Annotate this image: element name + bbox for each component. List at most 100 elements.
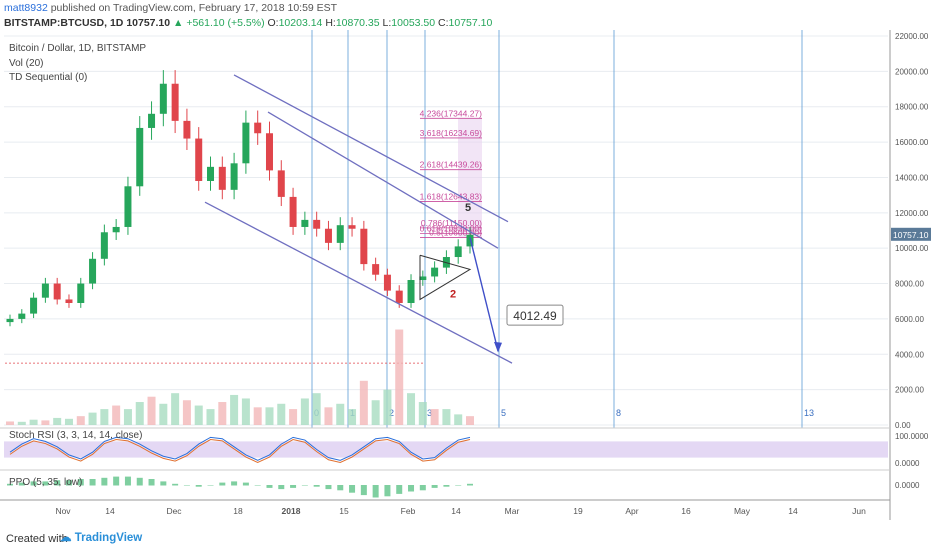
ppo-pane xyxy=(7,476,473,498)
volume-bar xyxy=(100,409,109,425)
target-label: 4012.49 xyxy=(513,309,557,323)
volume-bar xyxy=(171,393,180,425)
volume-bar xyxy=(230,394,239,425)
ppo-bar xyxy=(148,479,155,486)
y-tick-label: 12000.00 xyxy=(895,209,929,218)
axes: 0.00 2000.00 4000.00 6000.00 8000.00 10000.00… xyxy=(0,30,931,520)
legend-main: Bitcoin / Dollar, 1D, BITSTAMP xyxy=(9,43,147,54)
ppo-bar xyxy=(89,479,96,486)
candle-body xyxy=(77,283,85,303)
trend-channel[interactable]: 4012.49 5 2 xyxy=(204,74,564,364)
fib-label: 3.618(16234.69) xyxy=(420,128,483,138)
candle-body xyxy=(265,133,273,171)
y-tick-label: 4000.00 xyxy=(895,350,924,359)
last-price-label: 10757.10 xyxy=(893,230,929,240)
volume-bar xyxy=(336,403,345,425)
low-value: 10053.50 xyxy=(391,17,436,29)
volume-bar xyxy=(194,405,203,425)
ppo-bar xyxy=(396,485,403,494)
y-tick-label: 2000.00 xyxy=(895,386,924,395)
cycle-label: 13 xyxy=(804,408,814,418)
volume-bar xyxy=(383,389,392,425)
candle-body xyxy=(289,196,297,227)
candle-body xyxy=(195,138,203,181)
candle-body xyxy=(372,264,380,275)
candle-body xyxy=(18,313,26,319)
ppo-bar xyxy=(54,480,61,486)
candle-body xyxy=(454,246,462,258)
wedge-pattern xyxy=(419,254,472,301)
volume-bar xyxy=(17,421,26,425)
close-value: 10757.10 xyxy=(448,17,493,29)
volume-bar xyxy=(265,407,274,425)
candle-body xyxy=(124,186,132,227)
volume-bar xyxy=(182,400,191,425)
legend-td: TD Sequential (0) xyxy=(9,72,88,83)
ppo-bar xyxy=(160,481,167,486)
ppo-bar xyxy=(455,485,462,486)
ppo-bar xyxy=(113,476,120,486)
candle-body xyxy=(336,225,344,243)
open-value: 10203.14 xyxy=(278,17,323,29)
volume-bar xyxy=(41,420,50,425)
footer: Created with ☁ TradingView xyxy=(0,528,932,550)
volume-bar xyxy=(6,421,14,425)
candle-body xyxy=(242,122,250,164)
candle-body xyxy=(100,232,108,259)
volume-bar xyxy=(395,329,404,425)
ppo-bar xyxy=(77,479,84,486)
candle-body xyxy=(383,274,391,291)
ppo-bar xyxy=(431,485,438,488)
volume-bar xyxy=(442,409,451,425)
legend-stoch-rsi: Stoch RSI (3, 3, 14, 14, close) xyxy=(9,430,143,441)
legend-volume: Vol (20) xyxy=(9,58,44,69)
volume-bar xyxy=(371,400,380,425)
y-tick-label: 0.00 xyxy=(895,421,911,430)
volume-bar xyxy=(123,409,132,425)
publish-text: published on TradingView.com, February 1… xyxy=(47,2,338,14)
x-tick-label: Apr xyxy=(625,506,638,516)
candle-body xyxy=(183,120,191,139)
y-tick-label: 22000.00 xyxy=(895,32,929,41)
symbol-name: BITSTAMP:BTCUSD, 1D xyxy=(4,17,124,29)
rsi-d-line xyxy=(9,438,471,464)
volume-bar xyxy=(418,402,427,425)
ppo-bar xyxy=(207,485,214,486)
channel-upper xyxy=(233,74,509,223)
volume-bar xyxy=(53,417,62,425)
fib-levels: 4.236(17344.27) 3.618(16234.69) 2.618(1443… xyxy=(5,108,483,364)
author-link[interactable]: matt8932 xyxy=(4,2,48,14)
ppo-bar xyxy=(101,477,108,486)
x-tick-label: May xyxy=(734,506,751,516)
candle-body xyxy=(254,122,262,134)
y-tick-label: 10000.00 xyxy=(895,244,929,253)
ppo-bar xyxy=(231,481,238,486)
candle-body xyxy=(431,267,439,277)
volume-bar xyxy=(206,409,215,425)
ppo-bar xyxy=(325,485,332,490)
ppo-bar xyxy=(290,485,297,488)
candle-body xyxy=(407,280,415,303)
ppo-bar xyxy=(360,485,367,496)
cycle-label: 8 xyxy=(616,408,621,418)
ppo-bar xyxy=(136,477,143,486)
candle-body xyxy=(159,83,167,114)
ppo-bar xyxy=(408,485,415,492)
volume-bar xyxy=(253,407,262,425)
volume-bar xyxy=(64,418,73,425)
fib-label: 4.236(17344.27) xyxy=(420,108,483,118)
ppo-bar xyxy=(266,485,273,488)
price-chart[interactable]: 01235813 4.236(17344.27)3.618(16234.69)2… xyxy=(0,30,932,528)
fib-label: 0.618(10838.00) xyxy=(420,223,483,233)
stoch-rsi-pane xyxy=(4,436,888,464)
target-box xyxy=(506,304,564,326)
ppo-bar xyxy=(242,482,249,486)
ppo-bar xyxy=(278,485,285,490)
volume-bar xyxy=(277,403,286,425)
x-tick-label: Nov xyxy=(55,506,71,516)
volume-bar xyxy=(407,393,416,425)
x-tick-label: Mar xyxy=(505,506,520,516)
fib-label: 0.5(10600.00) xyxy=(429,228,482,238)
tradingview-logo[interactable]: ☁ TradingView xyxy=(60,532,143,544)
candle-body xyxy=(360,228,368,265)
